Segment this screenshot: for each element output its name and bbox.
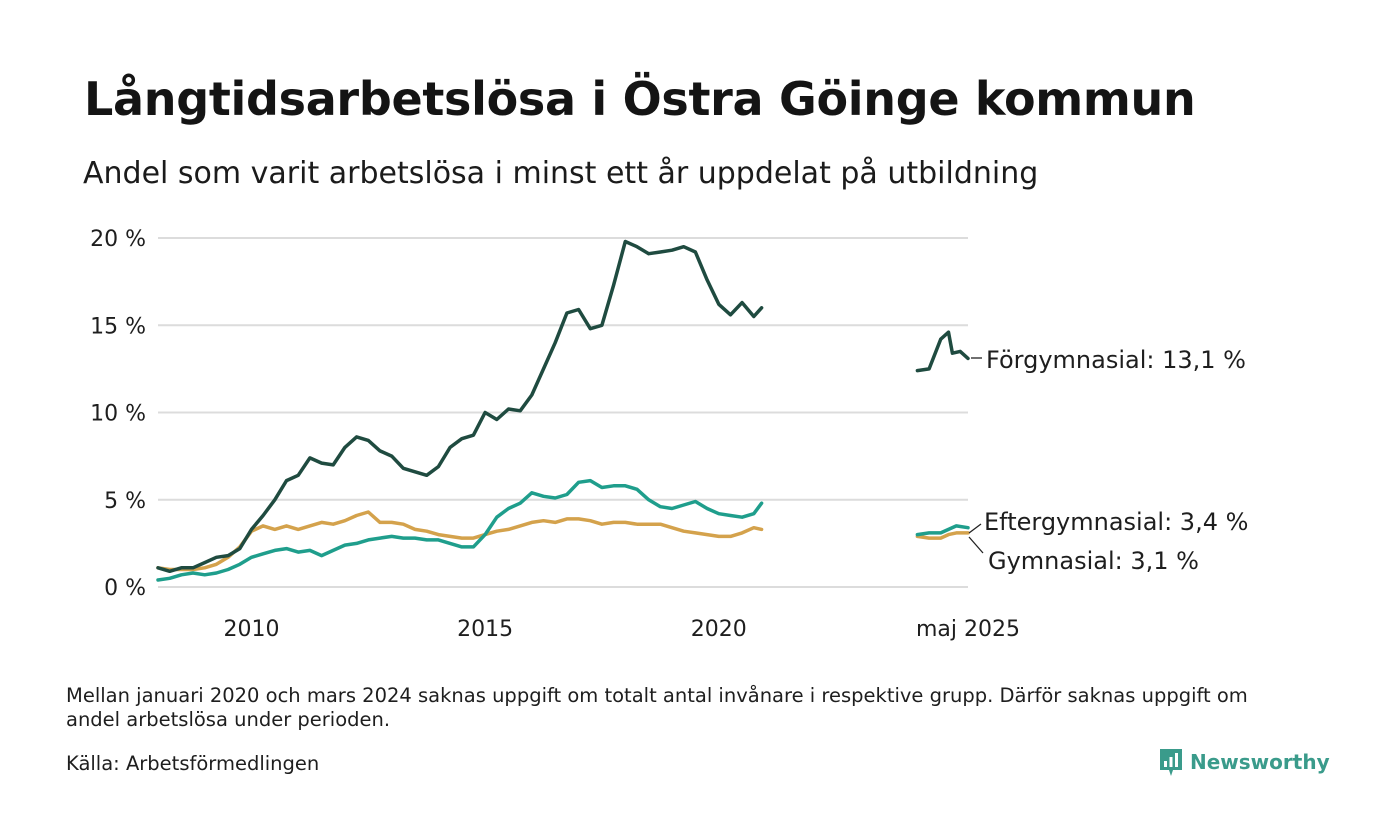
- x-tick-label: 2010: [223, 617, 279, 642]
- series-label-eftergymnasial: Eftergymnasial: 3,4 %: [984, 508, 1248, 536]
- y-axis-ticks: 0 % 5 % 10 % 15 % 20 %: [90, 227, 146, 601]
- series-label-frgymnasial: Förgymnasial: 13,1 %: [986, 346, 1246, 374]
- brand-logo[interactable]: Newsworthy: [1158, 746, 1330, 778]
- y-tick-label: 20 %: [90, 227, 146, 252]
- label-leader-eftergymnasial: [968, 523, 982, 534]
- x-axis-ticks: 2010 2015 2020 maj 2025: [223, 617, 1020, 642]
- newsworthy-logo-icon: [1160, 749, 1182, 776]
- y-tick-label: 0 %: [104, 576, 146, 601]
- chart-title: Långtidsarbetslösa i Östra Göinge kommun: [84, 72, 1196, 126]
- y-tick-label: 5 %: [104, 489, 146, 514]
- series-line-frgymnasial-1: [156, 239, 764, 574]
- source-note: Källa: Arbetsförmedlingen: [66, 752, 320, 775]
- line-chart: 0 %5 %10 %15 %20 % 2010 2015 2020 maj 2025 …: [90, 227, 1248, 642]
- x-tick-label: 2015: [457, 617, 513, 642]
- label-leader-gymnasial: [968, 536, 984, 554]
- series-end-labels: Förgymnasial: 13,1 % Eftergymnasial: 3,4 …: [968, 346, 1248, 575]
- x-tick-label: maj 2025: [916, 617, 1020, 642]
- chart-subtitle: Andel som varit arbetslösa i minst ett å…: [83, 156, 1039, 191]
- series-line-gymnasial-1: [156, 510, 764, 572]
- series-lines: [156, 239, 970, 582]
- y-tick-label: 10 %: [90, 402, 146, 427]
- series-line-eftergymnasial-2: [915, 524, 970, 537]
- footnote: Mellan januari 2020 och mars 2024 saknas…: [66, 684, 1248, 731]
- brand-name: Newsworthy: [1190, 750, 1330, 774]
- series-label-gymnasial: Gymnasial: 3,1 %: [988, 547, 1199, 575]
- series-line-gymnasial-2: [915, 531, 970, 540]
- x-tick-label: 2020: [691, 617, 747, 642]
- series-line-frgymnasial-2: [915, 330, 970, 373]
- series-line-eftergymnasial-1: [156, 478, 764, 582]
- y-tick-label: 15 %: [90, 314, 146, 339]
- grid-lines: [158, 237, 968, 588]
